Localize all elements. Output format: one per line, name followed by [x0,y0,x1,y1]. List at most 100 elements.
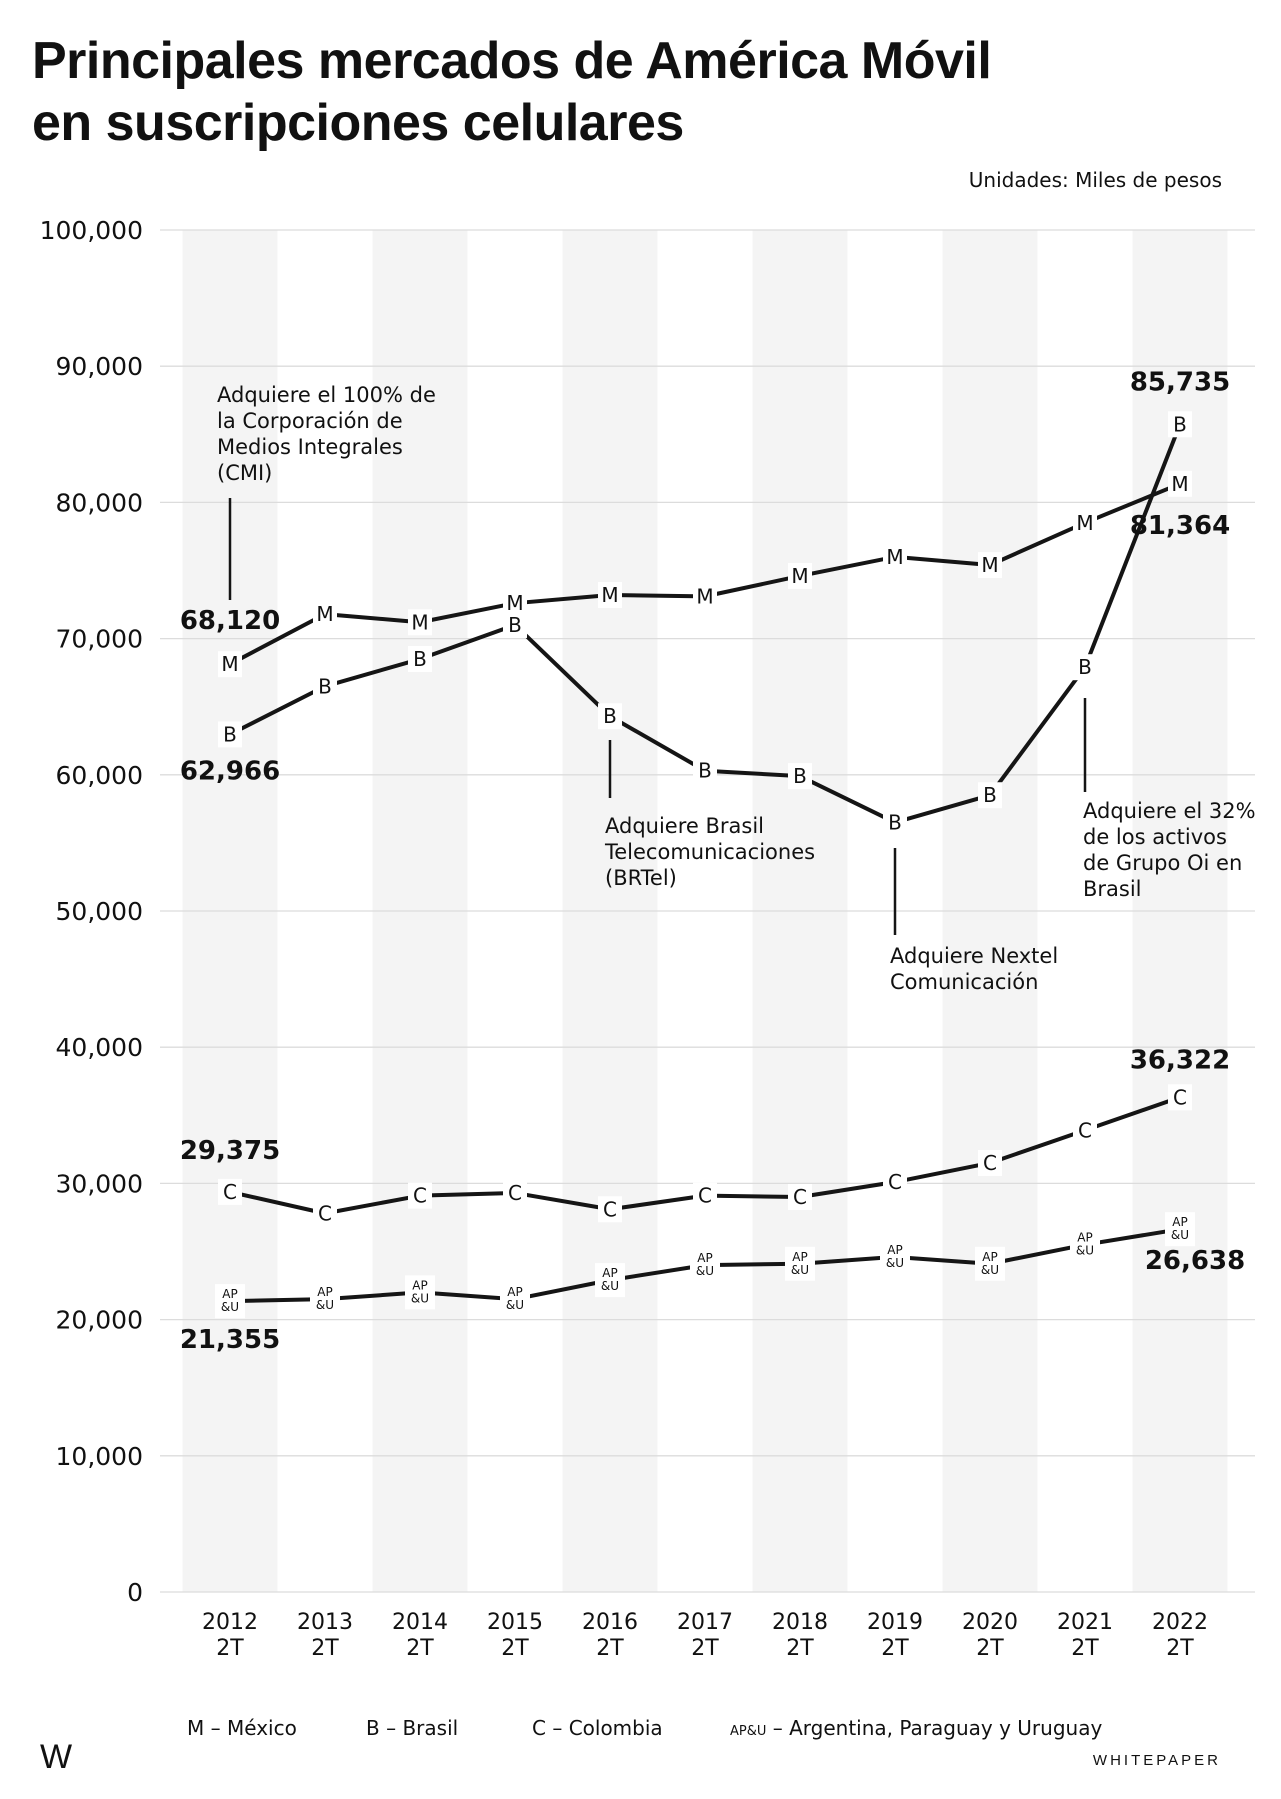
value-label-3: 85,735 [1130,367,1230,397]
x-tick-label-1-1: 2T [311,1636,339,1661]
marker-bg-apu-8 [975,1246,1005,1281]
y-tick-label-0: 0 [127,1578,143,1607]
x-tick-label-6-0: 2018 [772,1610,828,1635]
value-label-0: 68,120 [180,606,280,636]
annotation-text-1-2: (BRTel) [605,866,677,890]
marker-bg-colombia-1 [313,1200,337,1227]
marker-brasil-2: B [413,647,427,671]
marker-bg-colombia-10 [1168,1084,1192,1111]
x-tick-label-8-1: 2T [976,1636,1004,1661]
marker-bg-colombia-6 [788,1184,812,1211]
marker-apu-9: AP &U [1076,1231,1094,1258]
marker-mexico-8: M [981,553,998,577]
x-tick-label-1-0: 2013 [297,1610,353,1635]
x-tick-label-2-1: 2T [406,1636,434,1661]
marker-bg-brasil-4 [598,703,622,730]
marker-mexico-6: M [791,564,808,588]
value-label-7: 26,638 [1145,1246,1245,1276]
marker-bg-brasil-0 [218,721,242,748]
marker-bg-apu-9 [1070,1227,1100,1262]
marker-bg-mexico-5 [693,583,717,610]
marker-bg-brasil-6 [788,763,812,790]
marker-bg-brasil-9 [1073,654,1097,681]
marker-bg-apu-2 [405,1275,435,1310]
legend: M – México B – Brasil C – Colombia AP&U … [0,1716,1281,1746]
marker-bg-brasil-5 [693,757,717,784]
marker-bg-mexico-9 [1073,509,1097,536]
marker-bg-mexico-10 [1168,470,1192,497]
marker-apu-4: AP &U [601,1266,619,1293]
x-tick-label-0-0: 2012 [202,1610,258,1635]
marker-mexico-1: M [316,602,333,626]
marker-bg-apu-4 [595,1263,625,1298]
value-label-4: 29,375 [180,1136,280,1166]
annotation-text-0-2: Medios Integrales [217,435,403,459]
y-tick-label-5: 50,000 [56,897,143,926]
x-tick-label-9-1: 2T [1071,1636,1099,1661]
marker-bg-colombia-0 [218,1178,242,1205]
marker-bg-brasil-3 [503,611,527,638]
marker-bg-colombia-7 [883,1169,907,1196]
x-tick-label-5-1: 2T [691,1636,719,1661]
marker-apu-8: AP &U [981,1250,999,1277]
marker-brasil-5: B [698,759,712,783]
x-tick-label-4-1: 2T [596,1636,624,1661]
marker-bg-colombia-2 [408,1182,432,1209]
annotation-text-3-3: Brasil [1083,877,1142,901]
marker-brasil-6: B [793,764,807,788]
annotation-text-3-0: Adquiere el 32% [1083,799,1256,823]
marker-bg-mexico-2 [408,609,432,636]
marker-mexico-10: M [1171,472,1188,496]
marker-mexico-0: M [221,652,238,676]
marker-bg-mexico-6 [788,562,812,589]
y-tick-label-3: 30,000 [56,1169,143,1198]
marker-apu-3: AP &U [506,1285,524,1312]
annotation-text-3-1: de los activos [1083,825,1227,849]
annotation-text-2-0: Adquiere Nextel [890,944,1058,968]
legend-item-apu: AP&U – Argentina, Paraguay y Uruguay [730,1716,1103,1740]
x-tick-label-10-1: 2T [1166,1636,1194,1661]
marker-bg-brasil-7 [883,809,907,836]
chart-title: Principales mercados de América Móvil en… [32,30,1232,154]
marker-bg-brasil-8 [978,782,1002,809]
marker-mexico-9: M [1076,511,1093,535]
marker-brasil-7: B [888,810,902,834]
marker-bg-colombia-5 [693,1182,717,1209]
legend-label-brasil: Brasil [402,1716,459,1740]
x-tick-label-5-0: 2017 [677,1610,733,1635]
value-label-1: 81,364 [1130,511,1230,541]
annotation-text-1-0: Adquiere Brasil [605,814,764,838]
marker-bg-brasil-1 [313,673,337,700]
marker-bg-apu-1 [310,1282,340,1317]
annotation-text-3-2: de Grupo Oi en [1083,851,1242,875]
marker-colombia-6: C [793,1185,807,1209]
y-tick-label-6: 60,000 [56,761,143,790]
y-tick-label-4: 40,000 [56,1033,143,1062]
annotation-text-0-1: la Corporación de [217,409,403,433]
title-line-1: Principales mercados de América Móvil [32,32,992,90]
marker-apu-0: AP &U [221,1287,239,1314]
value-label-2: 62,966 [180,756,280,786]
marker-bg-brasil-2 [408,646,432,673]
marker-apu-5: AP &U [696,1251,714,1278]
legend-label-apu: Argentina, Paraguay y Uruguay [789,1716,1103,1740]
legend-marker-apu: AP&U [730,1724,767,1739]
x-tick-label-9-0: 2021 [1057,1610,1113,1635]
value-label-5: 36,322 [1130,1045,1230,1075]
marker-brasil-0: B [223,722,237,746]
marker-bg-colombia-8 [978,1149,1002,1176]
x-tick-label-7-0: 2019 [867,1610,923,1635]
marker-mexico-4: M [601,583,618,607]
brand-wordmark: WHITEPAPER [1092,1752,1221,1769]
marker-apu-7: AP &U [886,1243,904,1270]
marker-bg-mexico-4 [598,582,622,609]
marker-colombia-7: C [888,1170,902,1194]
marker-apu-10: AP &U [1171,1215,1189,1242]
marker-bg-colombia-9 [1073,1117,1097,1144]
annotation-text-1-1: Telecomunicaciones [604,840,815,864]
marker-bg-colombia-4 [598,1196,622,1223]
marker-apu-1: AP &U [316,1285,334,1312]
marker-bg-apu-6 [785,1246,815,1281]
annotation-text-0-0: Adquiere el 100% de [217,383,436,407]
title-line-2: en suscripciones celulares [32,94,684,152]
